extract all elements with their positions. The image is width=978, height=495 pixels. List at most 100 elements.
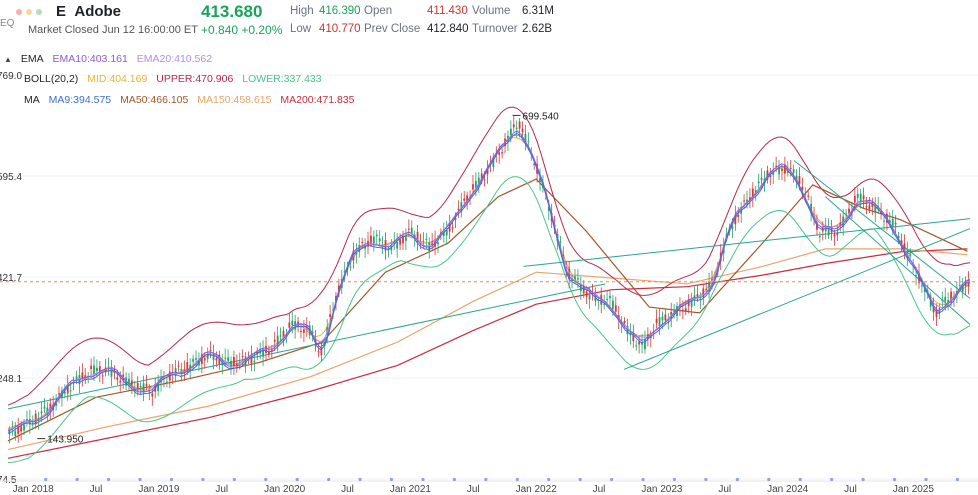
price-chart[interactable]: 769.0595.4421.7248.174.5699.540143.950Ja… [0, 44, 978, 495]
high-value: 416.390 [319, 5, 361, 17]
candle-body [693, 295, 696, 300]
candle-body [75, 376, 78, 379]
event-dot [515, 477, 519, 482]
candle-body [474, 181, 477, 188]
candle-body [929, 301, 932, 307]
trend-line [793, 160, 971, 299]
candle-body [320, 347, 323, 356]
quote-header: EQ E Adobe Market Closed Jun 12 16:00:00… [0, 0, 978, 44]
candle-body [46, 407, 49, 415]
candle-body [361, 241, 364, 243]
candle-body [856, 193, 859, 198]
candle-body [212, 353, 215, 361]
candle-body [501, 152, 504, 154]
candle-body [635, 345, 638, 347]
candle-body [743, 200, 745, 202]
candle-body [760, 177, 763, 181]
candle-body [518, 121, 521, 129]
event-dot [767, 477, 771, 482]
candle-body [253, 360, 256, 363]
candle-body [862, 195, 865, 200]
volume-value: 6.31M [522, 5, 554, 17]
boll-mid-line [7, 137, 971, 430]
minimize-window-icon[interactable] [26, 9, 32, 15]
candle-body [463, 198, 466, 201]
candle-body [783, 164, 786, 174]
candle-body [655, 318, 658, 324]
candle-body [897, 236, 900, 239]
candle-body [661, 316, 664, 321]
collapse-triangle-icon[interactable]: ▲ [4, 55, 12, 64]
x-tick-label: Jul [341, 484, 354, 495]
candle-body [609, 295, 611, 299]
candle-body [492, 156, 495, 167]
candle-body [101, 375, 104, 377]
ma-legend[interactable]: MA MA9:394.575 MA50:466.105 MA150:458.61… [24, 94, 361, 106]
candle-body [585, 291, 588, 297]
candle-body [842, 216, 845, 227]
candle-body [422, 240, 425, 243]
ma150-line [7, 248, 968, 451]
maximize-window-icon[interactable] [36, 9, 42, 15]
candle-body [98, 366, 101, 374]
candle-body [938, 308, 941, 314]
candle-body [66, 384, 69, 394]
candle-body [562, 254, 565, 259]
boll-legend[interactable]: BOLL(20,2) MID:404.169 UPPER:470.906 LOW… [24, 73, 328, 85]
candle-body [96, 367, 98, 372]
candle-body [845, 213, 848, 215]
candle-body [521, 128, 524, 132]
x-tick-label: Jan 2021 [390, 484, 432, 495]
candle-body [848, 208, 850, 214]
candle-body [107, 366, 110, 369]
candle-body [206, 353, 209, 359]
candle-body [139, 386, 142, 388]
candle-body [961, 283, 964, 292]
candle-body [259, 348, 262, 354]
candle-body [874, 203, 877, 214]
candle-body [305, 324, 308, 329]
candle-body [539, 177, 541, 183]
symbol-name: E Adobe [56, 3, 121, 20]
candle-body [26, 419, 28, 421]
candle-body [950, 291, 952, 303]
ma-label: MA [24, 94, 40, 106]
candle-body [547, 206, 550, 211]
candle-body [915, 275, 917, 277]
boll-lower-value: LOWER:337.433 [242, 73, 322, 85]
candle-body [818, 236, 821, 238]
candle-body [87, 375, 90, 377]
candle-body [798, 176, 801, 185]
candle-body [23, 424, 25, 431]
event-dot [672, 477, 677, 482]
event-dot [201, 477, 205, 482]
boll-upper-line [7, 106, 971, 406]
candle-body [136, 383, 139, 391]
x-tick-label: Jul [215, 484, 228, 495]
candle-body [203, 358, 206, 361]
open-value: 411.430 [427, 5, 468, 17]
candle-body [419, 242, 422, 244]
candle-body [180, 369, 183, 373]
candle-body [947, 300, 950, 303]
event-dot [44, 477, 48, 482]
candle-body [894, 222, 897, 225]
boll-label: BOLL(20,2) [24, 73, 79, 85]
candle-body [754, 190, 757, 195]
close-window-icon[interactable] [16, 9, 22, 15]
candle-body [282, 330, 285, 338]
candle-body [130, 380, 133, 385]
candle-body [55, 402, 57, 406]
ema-legend[interactable]: ▲ EMA EMA10:403.161 EMA20:410.562 [4, 53, 218, 65]
candle-body [591, 293, 594, 295]
ema10-value: EMA10:403.161 [52, 53, 128, 65]
candle-body [81, 372, 84, 378]
candle-body [853, 195, 856, 203]
candle-body [448, 223, 451, 232]
x-tick-label: Jul [844, 484, 857, 495]
candle-body [110, 366, 113, 377]
candle-body [195, 358, 197, 360]
candle-body [702, 288, 705, 297]
prev-close-label: Prev Close [364, 23, 421, 35]
candle-body [378, 238, 381, 242]
